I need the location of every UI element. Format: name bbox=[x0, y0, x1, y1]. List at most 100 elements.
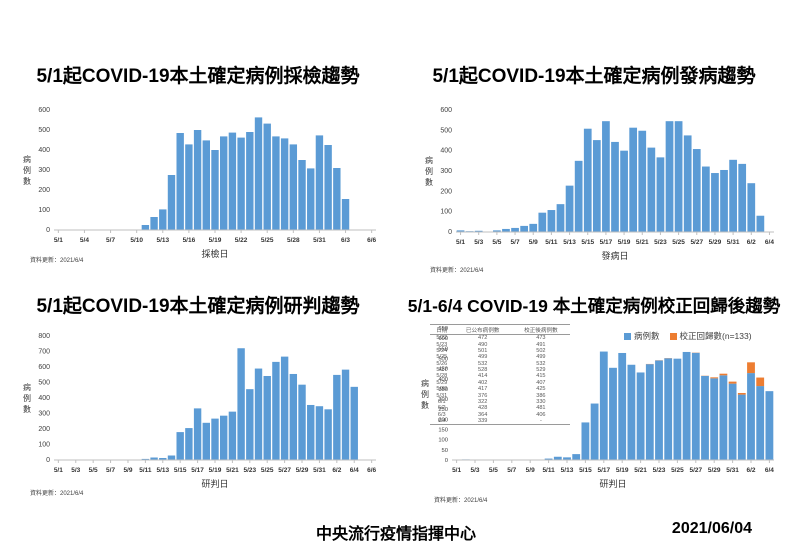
bar bbox=[474, 230, 483, 232]
x-axis-tick-label: 5/11 bbox=[542, 467, 555, 474]
y-axis-title-char: 病 bbox=[23, 382, 31, 392]
x-axis-tick-label: 5/9 bbox=[529, 239, 538, 246]
bar bbox=[185, 428, 193, 460]
x-axis-tick-label: 6/2 bbox=[746, 467, 755, 474]
y-axis-tick-label: 400 bbox=[38, 147, 50, 154]
x-axis-tick-label: 5/25 bbox=[671, 467, 684, 474]
table-cell: 402 bbox=[477, 379, 488, 386]
legend-swatch-icon bbox=[624, 332, 631, 340]
y-axis-tick-label: 700 bbox=[38, 349, 50, 356]
x-axis-tick-label: 5/3 bbox=[470, 467, 479, 474]
table-row: 5/25 499 499 bbox=[430, 354, 570, 360]
bar bbox=[220, 136, 228, 230]
y-axis-title-char: 例 bbox=[425, 166, 433, 176]
x-axis-tick-label: 5/22 bbox=[235, 237, 248, 244]
table-row: 6/4 339- bbox=[430, 417, 570, 426]
bar bbox=[333, 168, 341, 230]
table-row: 6/2 428 481 bbox=[430, 405, 570, 411]
x-axis-tick-label: 5/21 bbox=[636, 239, 649, 246]
bar bbox=[665, 121, 674, 232]
x-axis-tick-label: 5/17 bbox=[191, 467, 204, 474]
x-axis-tick-label: 5/19 bbox=[618, 239, 631, 246]
x-axis-tick-label: 5/19 bbox=[209, 467, 222, 474]
bar bbox=[611, 141, 619, 232]
table-cell: 5/24 bbox=[436, 347, 448, 354]
bar bbox=[185, 144, 193, 230]
bar bbox=[502, 228, 510, 232]
bar bbox=[333, 374, 341, 460]
table-row: 5/30 417 425 bbox=[430, 386, 570, 392]
table-cell: 407 bbox=[536, 379, 546, 386]
bar bbox=[167, 455, 176, 460]
y-axis-tick-label: 600 bbox=[38, 107, 50, 114]
x-axis-tick-label: 6/6 bbox=[367, 467, 376, 474]
x-axis-tick-label: 6/6 bbox=[367, 237, 376, 244]
table-cell: 499 bbox=[536, 354, 546, 361]
data-update-note: 資料更新：2021/6/4 bbox=[434, 498, 488, 504]
y-axis-tick-label: 0 bbox=[445, 458, 448, 464]
chart-panel-judged-trend: 5/1起COVID-19本土確定病例研判趨勢 0 100 200 300 400 500 6… bbox=[0, 288, 396, 518]
x-axis-tick-label: 5/15 bbox=[174, 467, 187, 474]
legend-swatch-icon bbox=[669, 332, 677, 340]
bar bbox=[618, 352, 627, 460]
table-cell: - bbox=[511, 417, 570, 426]
y-axis-title-char: 數 bbox=[421, 400, 429, 410]
bar bbox=[738, 163, 747, 232]
bar bbox=[176, 133, 184, 230]
bar bbox=[254, 117, 263, 230]
legend-label: 病例數 bbox=[634, 331, 660, 341]
x-axis-tick-label: 5/4 bbox=[80, 237, 89, 244]
x-axis-tick-label: 5/31 bbox=[313, 467, 326, 474]
chart-panel-sampling-trend: 5/1起COVID-19本土確定病例採檢趨勢 0 100 200 300 400 500 6… bbox=[0, 58, 396, 288]
y-axis-title-char: 例 bbox=[23, 165, 31, 175]
x-axis-tick-label: 5/23 bbox=[654, 239, 667, 246]
table-row: 5/23 490 491 bbox=[430, 341, 570, 348]
x-axis-tick-label: 5/13 bbox=[561, 467, 574, 474]
table-cell: 6/2 bbox=[437, 405, 446, 412]
bar bbox=[701, 375, 709, 460]
bar bbox=[656, 157, 665, 232]
bar bbox=[237, 137, 245, 230]
y-axis-tick-label: 100 bbox=[440, 209, 452, 216]
table-cell: 406 bbox=[536, 411, 546, 418]
x-axis-tick-label: 6/2 bbox=[332, 467, 341, 474]
bar bbox=[237, 348, 245, 460]
x-axis-tick-label: 5/9 bbox=[123, 467, 132, 474]
bar bbox=[341, 199, 350, 230]
y-axis-tick-label: 300 bbox=[440, 168, 452, 175]
bar bbox=[756, 386, 765, 460]
bar bbox=[263, 375, 271, 460]
bar bbox=[493, 230, 501, 232]
bar bbox=[246, 132, 254, 230]
bar bbox=[280, 138, 289, 230]
bar bbox=[315, 135, 324, 230]
bar bbox=[150, 217, 158, 230]
y-axis-tick-label: 200 bbox=[38, 426, 50, 433]
bar bbox=[737, 392, 746, 395]
x-axis-tick-label: 5/1 bbox=[452, 467, 461, 474]
x-axis-tick-label: 5/7 bbox=[511, 239, 520, 246]
bar-chart-judged: 0 100 200 300 400 500 600 700 800 5/1 5/3 5/5 5/7 5/9… bbox=[18, 330, 390, 509]
x-axis-tick-label: 5/13 bbox=[156, 237, 169, 244]
bar bbox=[574, 160, 583, 232]
bar bbox=[263, 123, 271, 230]
x-axis-tick-label: 5/23 bbox=[653, 467, 666, 474]
y-axis-tick-label: 500 bbox=[440, 127, 452, 134]
table-cell: 5/27 bbox=[436, 367, 448, 374]
y-axis-tick-label: 200 bbox=[38, 187, 50, 194]
bar bbox=[272, 361, 280, 460]
legend-item: 病例數 bbox=[624, 330, 660, 342]
bar bbox=[737, 394, 746, 460]
chart-title: 5/1-6/4 COVID-19 本土確定病例校正回歸後趨勢 bbox=[407, 296, 781, 316]
bar bbox=[719, 373, 728, 376]
x-axis-tick-label: 5/3 bbox=[71, 467, 80, 474]
bar bbox=[720, 169, 728, 232]
x-axis-tick-label: 6/2 bbox=[747, 239, 756, 246]
x-axis-tick-label: 5/21 bbox=[226, 467, 239, 474]
table-cell: 502 bbox=[536, 347, 546, 354]
table-cell: 473 bbox=[536, 335, 546, 342]
bar-chart-svg: 0501001502002503003504004505005506006505… bbox=[421, 326, 774, 489]
bar bbox=[280, 356, 289, 460]
table-cell: 415 bbox=[536, 373, 546, 380]
x-axis-tick-label: 5/9 bbox=[526, 467, 535, 474]
